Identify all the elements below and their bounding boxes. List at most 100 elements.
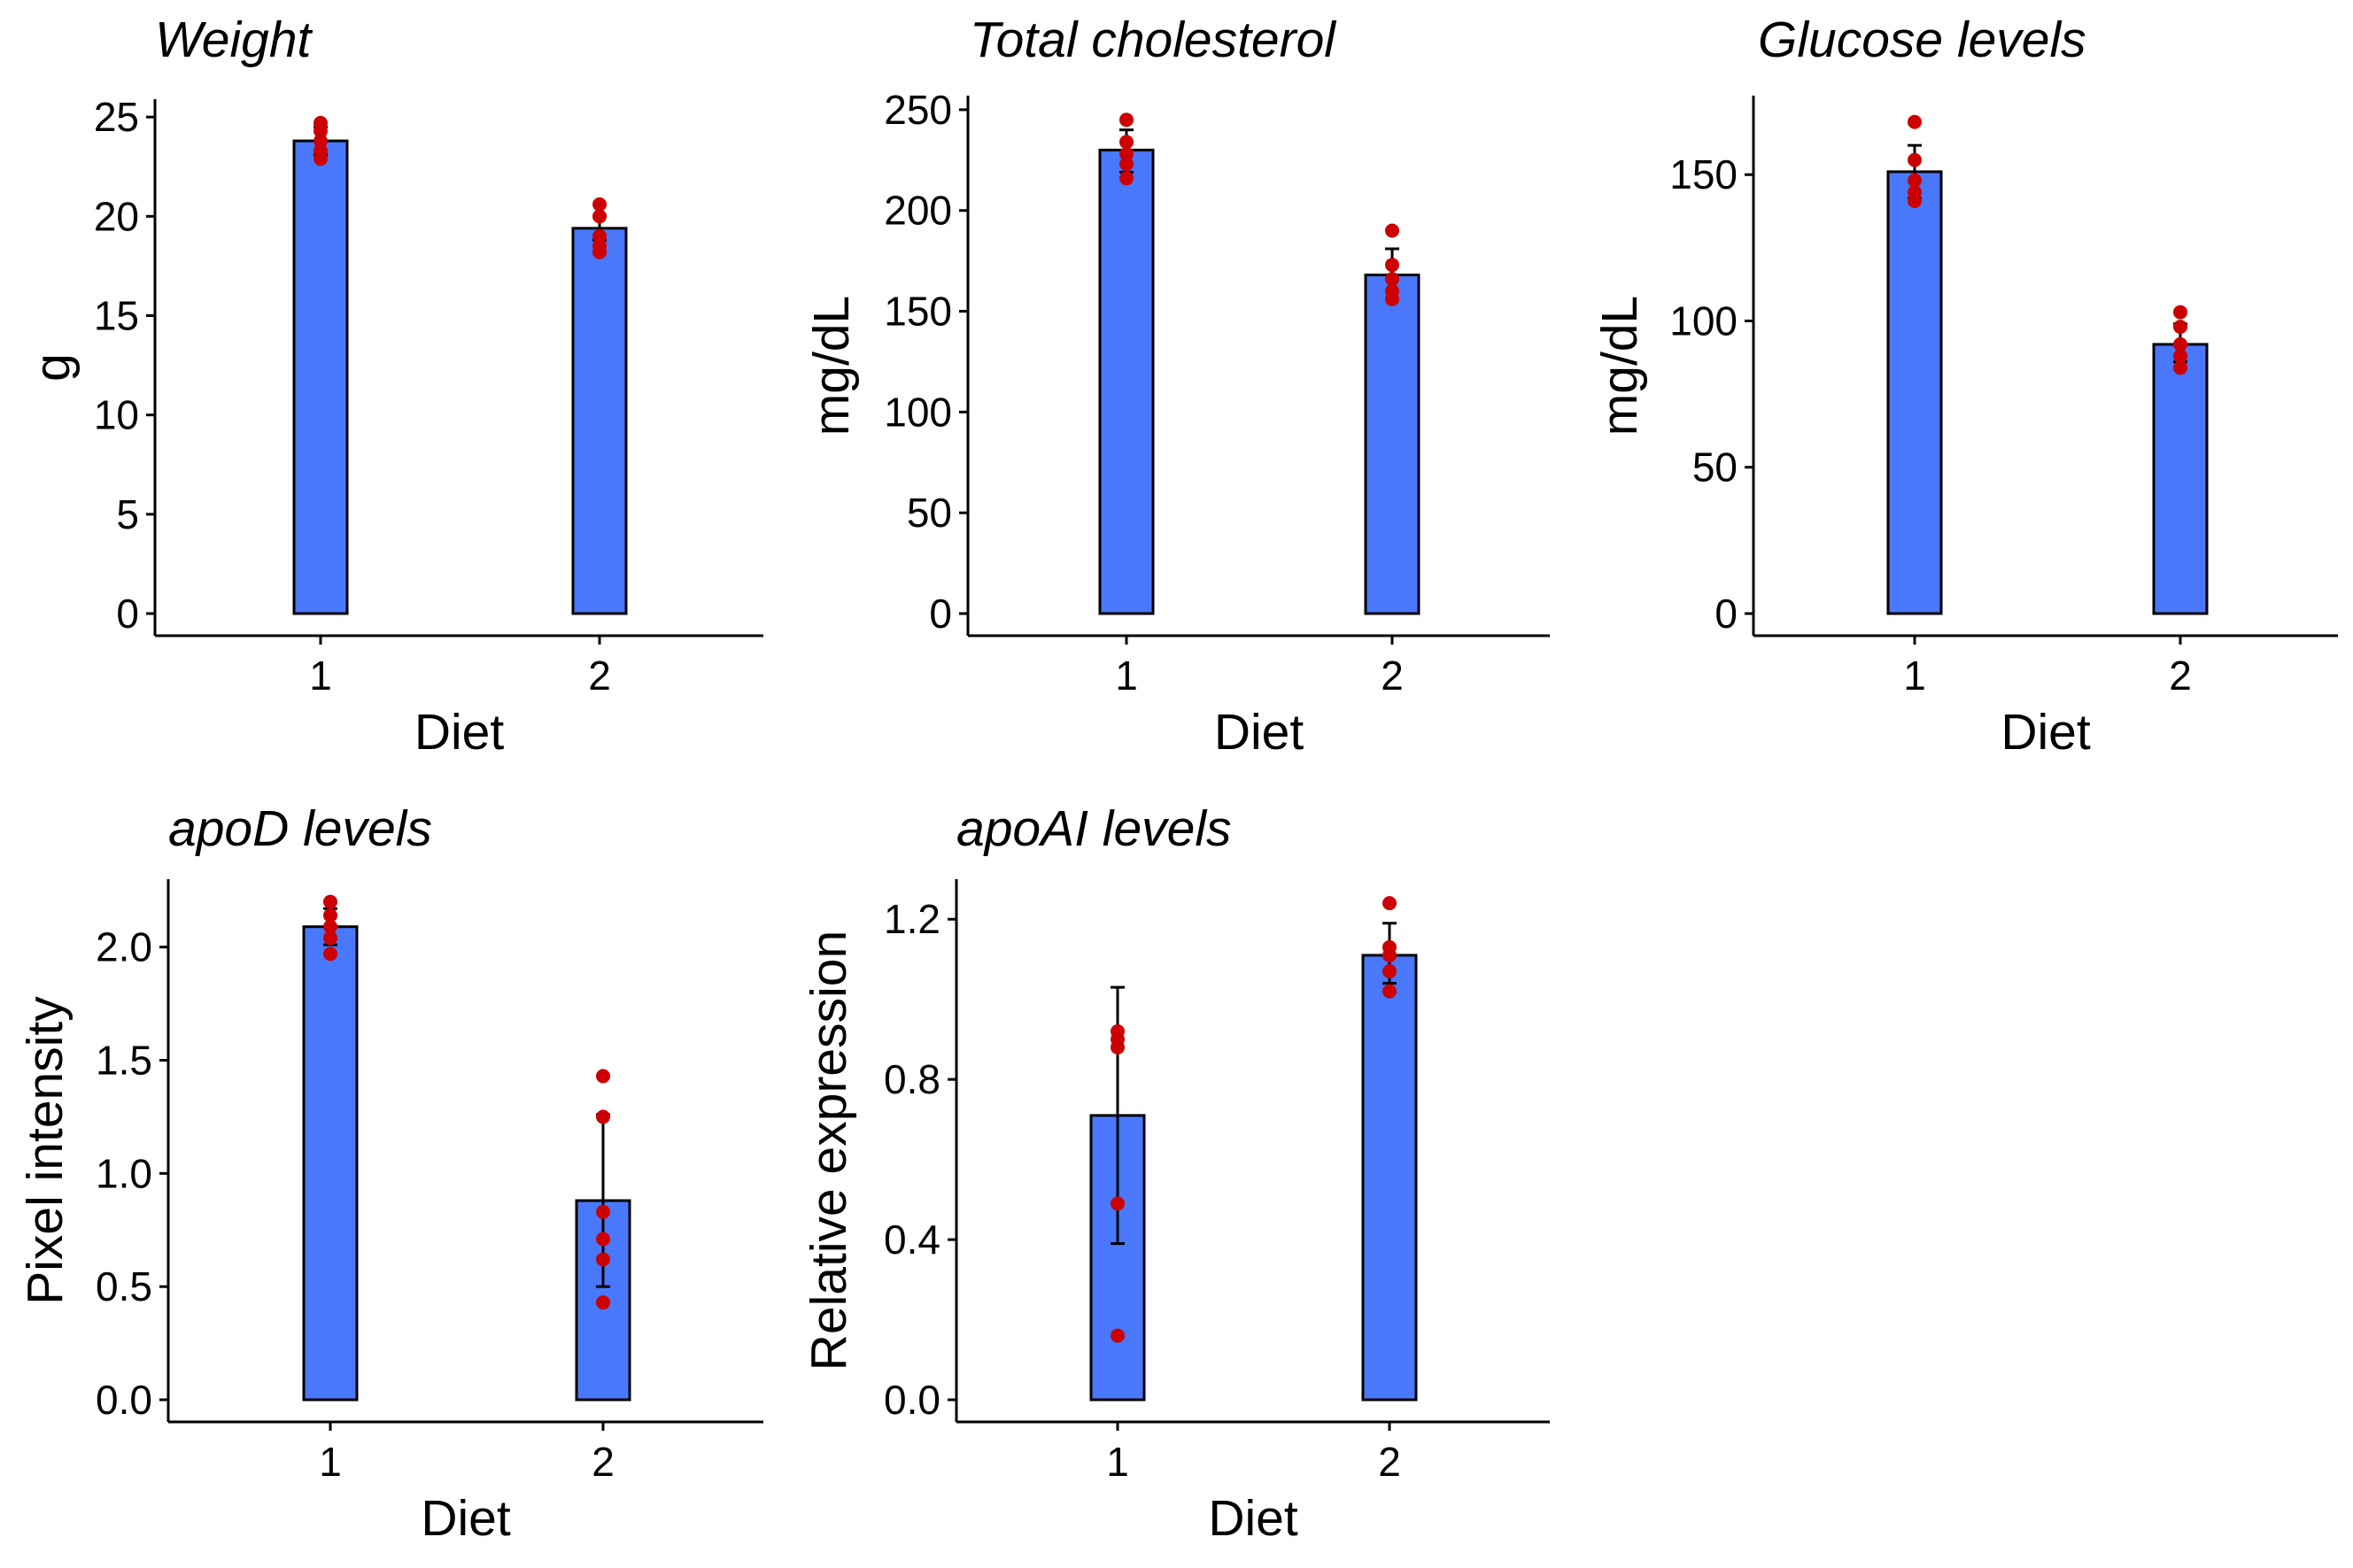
y-tick-label: 0.8 <box>884 1056 940 1102</box>
x-tick-label: 2 <box>1378 1439 1401 1485</box>
chart-title: Glucose levels <box>1758 12 2086 68</box>
y-tick-label: 0 <box>116 591 139 637</box>
data-point <box>592 244 607 259</box>
chart-title: apoD levels <box>168 800 432 857</box>
data-point <box>1382 984 1397 999</box>
x-tick-label: 2 <box>2169 653 2192 699</box>
y-tick-label: 25 <box>94 94 139 140</box>
data-point <box>323 946 337 962</box>
data-point <box>2173 349 2187 364</box>
x-axis-title: Diet <box>2001 704 2091 761</box>
data-point <box>1119 147 1134 162</box>
data-point <box>1119 157 1134 172</box>
data-point <box>1119 135 1134 150</box>
y-tick-label: 5 <box>116 491 139 537</box>
data-point <box>592 197 607 212</box>
y-axis-title: g <box>24 353 81 382</box>
y-axis-title: Relative expression <box>801 931 857 1371</box>
x-axis-title: Diet <box>421 1490 511 1547</box>
y-tick-label: 0 <box>929 591 952 637</box>
data-point <box>1908 114 1922 129</box>
x-tick-label: 1 <box>309 653 332 699</box>
y-tick-label: 50 <box>907 490 952 536</box>
x-tick-label: 1 <box>1115 653 1138 699</box>
data-point <box>323 908 337 923</box>
data-point <box>1382 964 1397 979</box>
y-tick-label: 0.0 <box>884 1377 940 1423</box>
data-point <box>313 123 328 138</box>
y-tick-label: 1.0 <box>96 1150 152 1196</box>
x-tick-label: 2 <box>588 653 611 699</box>
data-point <box>1119 112 1134 127</box>
x-axis-title: Diet <box>1214 704 1304 761</box>
y-tick-label: 1.2 <box>884 896 940 942</box>
y-tick-label: 100 <box>884 389 952 435</box>
data-point <box>592 228 607 243</box>
bar <box>302 925 359 1402</box>
data-point <box>323 894 337 909</box>
data-point <box>1385 272 1399 287</box>
data-point <box>1111 1328 1125 1343</box>
data-point <box>596 1069 610 1084</box>
y-tick-label: 0 <box>1714 591 1738 637</box>
y-tick-label: 0.5 <box>96 1263 152 1309</box>
data-point <box>1385 223 1399 238</box>
data-point <box>596 1232 610 1247</box>
x-tick-label: 1 <box>1106 1439 1129 1485</box>
bar <box>292 139 349 615</box>
chart-panel: Total cholesterol 0 50 100 150 200 250 1 2 Diet mg… <box>803 12 1550 761</box>
y-tick-label: 10 <box>94 392 139 438</box>
y-axis-title: mg/dL <box>803 296 860 436</box>
y-tick-label: 150 <box>884 289 952 335</box>
data-point <box>1119 171 1134 186</box>
data-point <box>1382 896 1397 911</box>
data-point <box>1385 291 1399 306</box>
x-tick-label: 1 <box>1903 653 1926 699</box>
data-point <box>1385 258 1399 273</box>
data-point <box>2173 360 2187 375</box>
data-point <box>596 1109 610 1124</box>
chart-title: Weight <box>155 12 313 68</box>
x-tick-label: 2 <box>1381 653 1404 699</box>
bar <box>571 227 628 615</box>
y-tick-label: 100 <box>1669 297 1738 344</box>
chart-panel: apoD levels 0.0 0.5 1.0 1.5 2.0 1 2 Diet Pixel in… <box>17 800 763 1547</box>
y-axis-title: Pixel intensity <box>17 996 74 1305</box>
chart-panel: Weight 0 5 10 15 20 25 1 2 Diet g <box>24 12 763 761</box>
data-point <box>1908 193 1922 208</box>
x-tick-label: 2 <box>592 1439 615 1485</box>
data-point <box>313 134 328 149</box>
chart-panel: Glucose levels 0 50 100 150 1 2 Diet mg/dL <box>1591 12 2338 761</box>
chart-title: apoAI levels <box>956 800 1232 857</box>
x-axis-title: Diet <box>1208 1490 1298 1547</box>
bar <box>1361 954 1418 1402</box>
y-tick-label: 1.5 <box>96 1038 152 1084</box>
data-point <box>596 1295 610 1310</box>
y-tick-label: 50 <box>1692 444 1738 490</box>
data-point <box>2173 305 2187 320</box>
y-tick-label: 0.0 <box>96 1377 152 1423</box>
data-point <box>596 1204 610 1219</box>
x-tick-label: 1 <box>319 1439 342 1485</box>
data-point <box>1111 1039 1125 1054</box>
chart-panel: apoAI levels 0.0 0.4 0.8 1.2 1 2 Diet Relative e… <box>801 800 1550 1547</box>
data-point <box>596 1252 610 1267</box>
data-point <box>323 931 337 946</box>
chart-title: Total cholesterol <box>970 12 1336 68</box>
y-tick-label: 200 <box>884 188 952 234</box>
bar <box>1364 274 1420 615</box>
y-tick-label: 0.4 <box>884 1217 940 1263</box>
data-point <box>2173 336 2187 351</box>
y-tick-label: 20 <box>94 193 139 239</box>
y-axis-title: mg/dL <box>1591 296 1648 436</box>
y-tick-label: 250 <box>884 87 952 133</box>
bar <box>1886 170 1943 615</box>
data-point <box>323 919 337 934</box>
bar <box>2152 343 2209 615</box>
x-axis-title: Diet <box>414 704 505 761</box>
y-tick-label: 150 <box>1669 151 1738 197</box>
y-tick-label: 15 <box>94 293 139 339</box>
data-point <box>1908 173 1922 188</box>
